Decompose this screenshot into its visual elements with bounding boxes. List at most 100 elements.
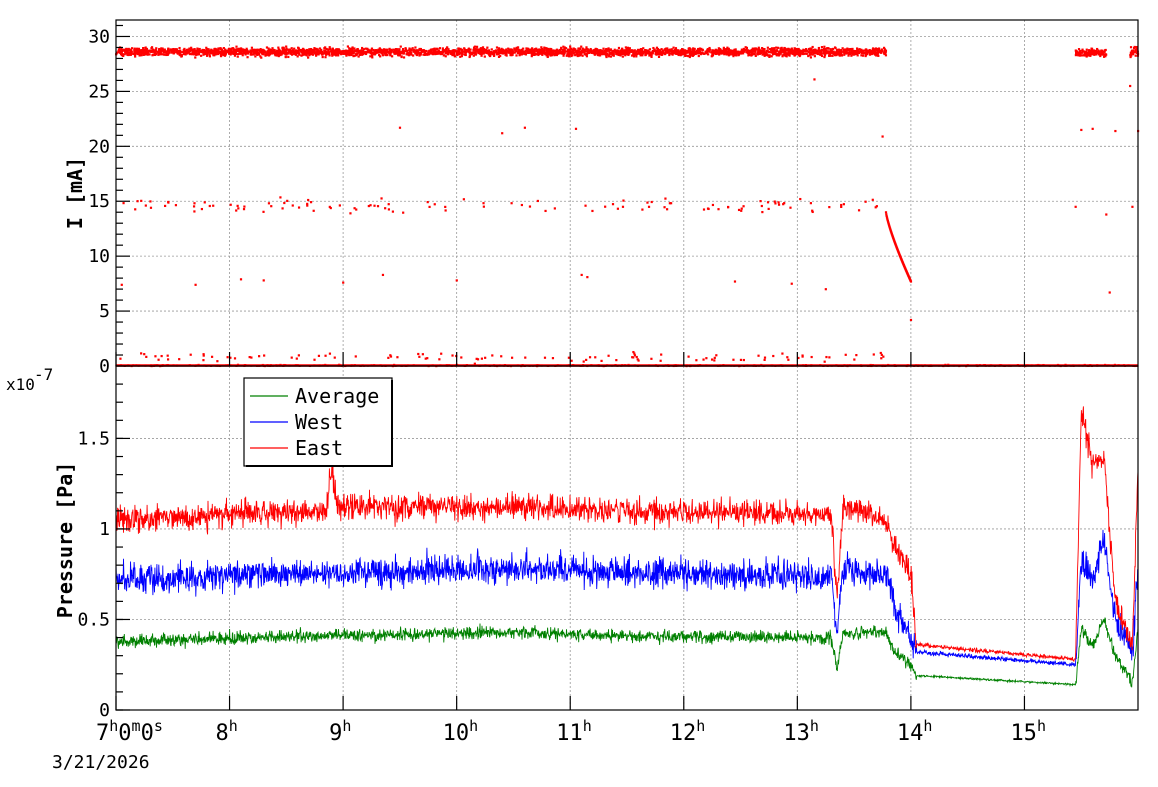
current-point	[613, 50, 616, 53]
current-point	[205, 49, 208, 52]
current-point	[194, 51, 197, 54]
current-point	[501, 132, 504, 135]
current-point	[546, 55, 549, 58]
current-point	[305, 54, 308, 57]
current-point	[737, 53, 741, 56]
current-point	[690, 53, 693, 56]
current-point	[1097, 53, 1100, 56]
current-point	[364, 47, 367, 50]
current-point	[349, 212, 352, 215]
current-point	[370, 54, 374, 57]
current-point	[570, 51, 573, 54]
current-point	[513, 47, 516, 50]
current-point	[513, 51, 516, 54]
current-point	[1077, 51, 1080, 54]
current-point	[463, 50, 466, 53]
current-point	[418, 355, 421, 358]
current-point	[212, 204, 215, 207]
xtick-superscript: h	[583, 717, 592, 735]
current-point	[623, 52, 626, 55]
current-point	[376, 51, 380, 54]
current-point	[241, 54, 244, 57]
current-point	[456, 51, 459, 55]
current-point	[452, 49, 455, 52]
current-point	[717, 49, 720, 52]
current-point	[790, 50, 794, 53]
bottom-plot-frame	[115, 365, 1139, 711]
current-point	[556, 52, 560, 55]
current-point	[391, 210, 395, 213]
current-point	[843, 52, 846, 55]
current-point	[782, 50, 785, 53]
current-point	[261, 50, 264, 54]
current-point	[343, 49, 347, 53]
current-point	[186, 50, 189, 53]
current-point	[521, 51, 524, 54]
current-point	[729, 49, 732, 52]
current-point	[159, 50, 163, 53]
current-point	[216, 51, 219, 54]
current-point	[337, 49, 341, 53]
current-point	[1079, 52, 1082, 55]
current-point	[742, 358, 745, 362]
current-point	[259, 48, 262, 51]
current-point	[660, 51, 663, 54]
current-point	[541, 47, 544, 51]
current-point	[287, 55, 290, 59]
current-point	[780, 46, 783, 49]
current-point	[861, 49, 865, 52]
current-point	[635, 50, 639, 53]
current-point	[486, 46, 489, 49]
current-point	[531, 47, 534, 50]
current-point	[642, 50, 646, 53]
current-point	[555, 53, 559, 57]
current-point	[482, 51, 486, 54]
current-point	[313, 47, 316, 50]
current-point	[837, 51, 841, 54]
current-point	[525, 47, 528, 50]
current-point	[875, 205, 878, 208]
current-point	[318, 51, 321, 55]
current-point	[783, 51, 787, 54]
current-point	[229, 51, 232, 54]
current-point	[156, 51, 159, 54]
current-point	[429, 49, 433, 52]
current-point	[789, 206, 792, 209]
current-point	[798, 49, 801, 52]
current-point	[430, 52, 433, 55]
current-point	[844, 48, 847, 51]
current-point	[168, 51, 171, 54]
current-point	[157, 358, 160, 361]
current-point	[581, 54, 584, 57]
current-point	[545, 49, 548, 52]
current-point	[505, 52, 508, 55]
current-point	[557, 50, 560, 53]
current-point	[318, 47, 322, 50]
current-point	[596, 49, 599, 52]
current-point	[140, 352, 143, 355]
current-point	[302, 48, 305, 51]
current-point	[159, 53, 163, 56]
current-point	[566, 53, 569, 56]
current-point	[575, 53, 578, 56]
current-point	[840, 48, 843, 52]
current-point	[641, 50, 644, 53]
current-point	[166, 358, 170, 361]
current-point	[658, 52, 661, 55]
current-point	[624, 49, 627, 52]
current-point	[321, 51, 324, 54]
current-point	[143, 49, 146, 52]
current-point	[500, 51, 503, 55]
current-point	[636, 358, 639, 361]
current-point	[254, 50, 257, 53]
current-point	[526, 51, 529, 54]
current-point	[572, 47, 575, 50]
bottom-ytick-label: 0.5	[77, 609, 110, 630]
current-point	[840, 203, 843, 207]
current-point	[384, 207, 387, 210]
current-point	[381, 273, 385, 277]
current-point	[230, 48, 233, 51]
current-point	[337, 54, 340, 57]
current-point	[531, 50, 534, 53]
current-point	[216, 360, 219, 363]
